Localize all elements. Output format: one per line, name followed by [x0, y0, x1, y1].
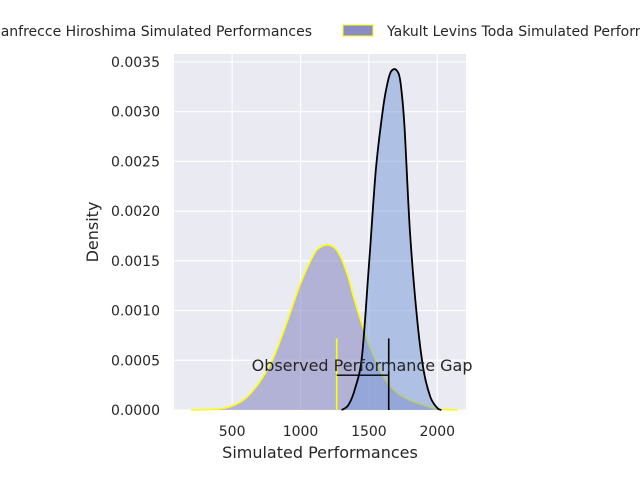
tick-labels: 500 1000 1500 2000 0.0000 0.0005 0.0010 0.0015 0…: [111, 55, 455, 440]
x-tick-label: 500: [219, 424, 246, 440]
y-tick-label: 0.0025: [111, 154, 160, 170]
annotation-label: Observed Performance Gap: [252, 356, 473, 375]
x-axis-label: Simulated Performances: [222, 443, 418, 462]
series-layer: [191, 68, 458, 411]
y-tick-label: 0.0030: [111, 105, 160, 121]
legend: Sanfrecce Hiroshima Simulated Performanc…: [0, 24, 640, 40]
legend-swatch-series-1: [342, 24, 374, 37]
series-1-area: [191, 244, 458, 410]
x-tick-label: 1500: [351, 424, 387, 440]
legend-label-series-1: Sanfrecce Hiroshima Simulated Performanc…: [0, 24, 312, 40]
y-tick-label: 0.0035: [111, 55, 160, 71]
x-tick-label: 2000: [419, 424, 455, 440]
grid: [174, 54, 466, 411]
y-tick-label: 0.0010: [111, 304, 160, 320]
y-axis-label: Density: [83, 202, 102, 263]
y-tick-label: 0.0005: [111, 353, 160, 369]
x-tick-label: 1000: [283, 424, 319, 440]
series-2-line: [341, 68, 442, 411]
legend-label-series-2: Yakult Levins Toda Simulated Performance…: [386, 24, 640, 40]
y-tick-label: 0.0000: [111, 403, 160, 419]
y-tick-label: 0.0020: [111, 204, 160, 220]
series-2-area: [341, 69, 442, 410]
y-tick-label: 0.0015: [111, 254, 160, 270]
annotation-layer: Observed Performance Gap: [252, 338, 473, 410]
